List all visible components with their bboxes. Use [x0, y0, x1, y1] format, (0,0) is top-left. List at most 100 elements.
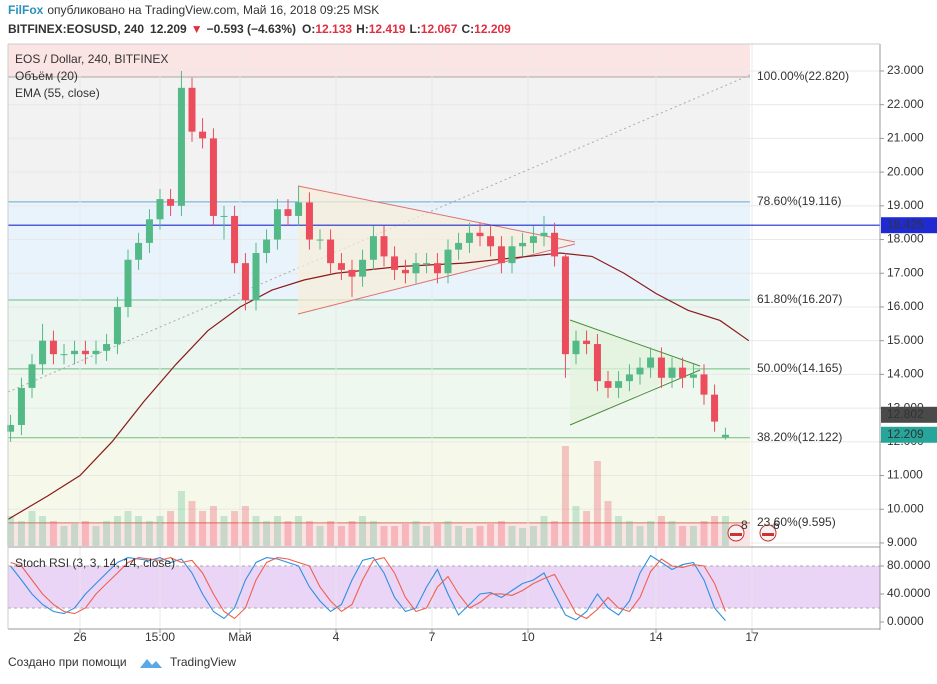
volume-bar — [103, 521, 111, 546]
legend-entry: Объём (20) — [15, 69, 78, 83]
legend-entry: EMA (55, close) — [15, 86, 100, 100]
volume-bar — [679, 526, 687, 546]
price-tag-label: 12.209 — [887, 427, 924, 441]
volume-bar — [465, 528, 473, 546]
triangle-line — [297, 185, 576, 243]
candle-body — [39, 340, 47, 365]
candle-body — [668, 367, 676, 378]
triangle-line — [569, 319, 701, 367]
author: FilFox — [8, 3, 44, 17]
candle-body — [28, 364, 36, 388]
candle-body — [615, 381, 623, 388]
rsi-line — [10, 554, 726, 621]
x-tick-label: 10 — [521, 630, 535, 644]
grid-layer — [8, 44, 880, 628]
y-tick-label: 20.000 — [887, 164, 924, 178]
candle-body — [711, 394, 719, 422]
symbol: BITFINEX:EOSUSD, 240 — [8, 22, 144, 36]
candle-body — [529, 236, 537, 243]
candle-body — [604, 381, 612, 388]
volume-bar — [657, 516, 665, 546]
candle-body — [241, 263, 249, 301]
volume-bar — [28, 511, 36, 546]
candle-body — [145, 219, 153, 243]
x-tick-label: 4 — [333, 630, 340, 644]
arrow: ▼ — [191, 22, 203, 36]
volume-bar — [412, 521, 420, 546]
candle-body — [231, 215, 239, 264]
fib-band — [8, 77, 750, 202]
ohlc-value: 12.209 — [474, 22, 511, 36]
candle-body — [252, 253, 260, 301]
ohlc-label: L: — [409, 22, 420, 36]
candle-body — [17, 387, 25, 425]
volume-bar — [689, 526, 697, 546]
volume-bar — [49, 521, 57, 546]
candle-body — [476, 232, 484, 237]
volume-bar — [113, 516, 121, 546]
volume-bar — [156, 516, 164, 546]
rsi-y-tick-label: 0.0000 — [887, 614, 924, 628]
volume-bar — [508, 526, 516, 546]
y-tick-label: 17.000 — [887, 265, 924, 279]
rsi-y-tick-label: 80.0000 — [887, 558, 931, 572]
candle-body — [540, 232, 548, 237]
volume-bar — [540, 516, 548, 546]
candle-body — [92, 350, 100, 355]
footer-brand[interactable]: TradingView — [170, 655, 236, 669]
volume-bar — [636, 526, 644, 546]
volume-bar — [337, 526, 345, 546]
volume-bar — [593, 461, 601, 546]
y-tick-label: 14.000 — [887, 367, 924, 381]
axis-layer: 100.00%(22.820) 78.60%(19.116) 61.80%(16.2… — [7, 43, 937, 644]
fib-band — [8, 522, 750, 546]
volume-bar — [625, 521, 633, 546]
candle-body — [305, 202, 313, 240]
fib-label: 61.80%(16.207) — [757, 292, 842, 306]
volume-bar — [145, 521, 153, 546]
volume-bar — [81, 521, 89, 546]
volume-bar — [92, 526, 100, 546]
candle-body — [401, 269, 409, 274]
volume-bar — [199, 511, 207, 546]
y-tick-label: 21.000 — [887, 131, 924, 145]
volume-bar — [423, 526, 431, 546]
volume-bar — [348, 521, 356, 546]
candle-body — [327, 239, 335, 264]
x-tick-label: 15:00 — [145, 630, 175, 644]
volume-bar — [359, 516, 367, 546]
volume-bar — [209, 506, 217, 546]
volume-bar — [188, 501, 196, 546]
candle-body — [412, 263, 420, 274]
candle-body — [423, 263, 431, 265]
x-tick-label: 14 — [649, 630, 663, 644]
volume-bar — [60, 526, 68, 546]
volume-bar — [220, 516, 228, 546]
volume-bar — [252, 516, 260, 546]
volume-bar — [17, 521, 25, 546]
ema-line — [7, 252, 750, 520]
rsi-y-tick-label: 40.0000 — [887, 586, 931, 600]
candle-body — [156, 199, 164, 220]
volume-bar — [124, 511, 132, 546]
candle-body — [199, 131, 207, 139]
candle-body — [81, 350, 89, 355]
ohlc-label: C: — [461, 22, 474, 36]
symbol-line: BITFINEX:EOSUSD, 240 12.209 ▼ −0.593 (−4.63… — [8, 22, 511, 36]
volume-bar — [391, 526, 399, 546]
candle-body — [487, 236, 495, 247]
candle-body — [316, 239, 324, 241]
triangle-line — [297, 243, 576, 315]
fib-band — [8, 437, 750, 523]
candle-body — [209, 138, 217, 216]
candle-body — [455, 242, 463, 250]
volume-bar — [295, 516, 303, 546]
candle-body — [49, 340, 57, 355]
triangle-line — [569, 369, 701, 426]
volume-bar — [369, 521, 377, 546]
x-tick-label: 7 — [429, 630, 436, 644]
candle-body — [380, 236, 388, 257]
volume-bar — [401, 524, 409, 546]
candle-body — [444, 249, 452, 274]
